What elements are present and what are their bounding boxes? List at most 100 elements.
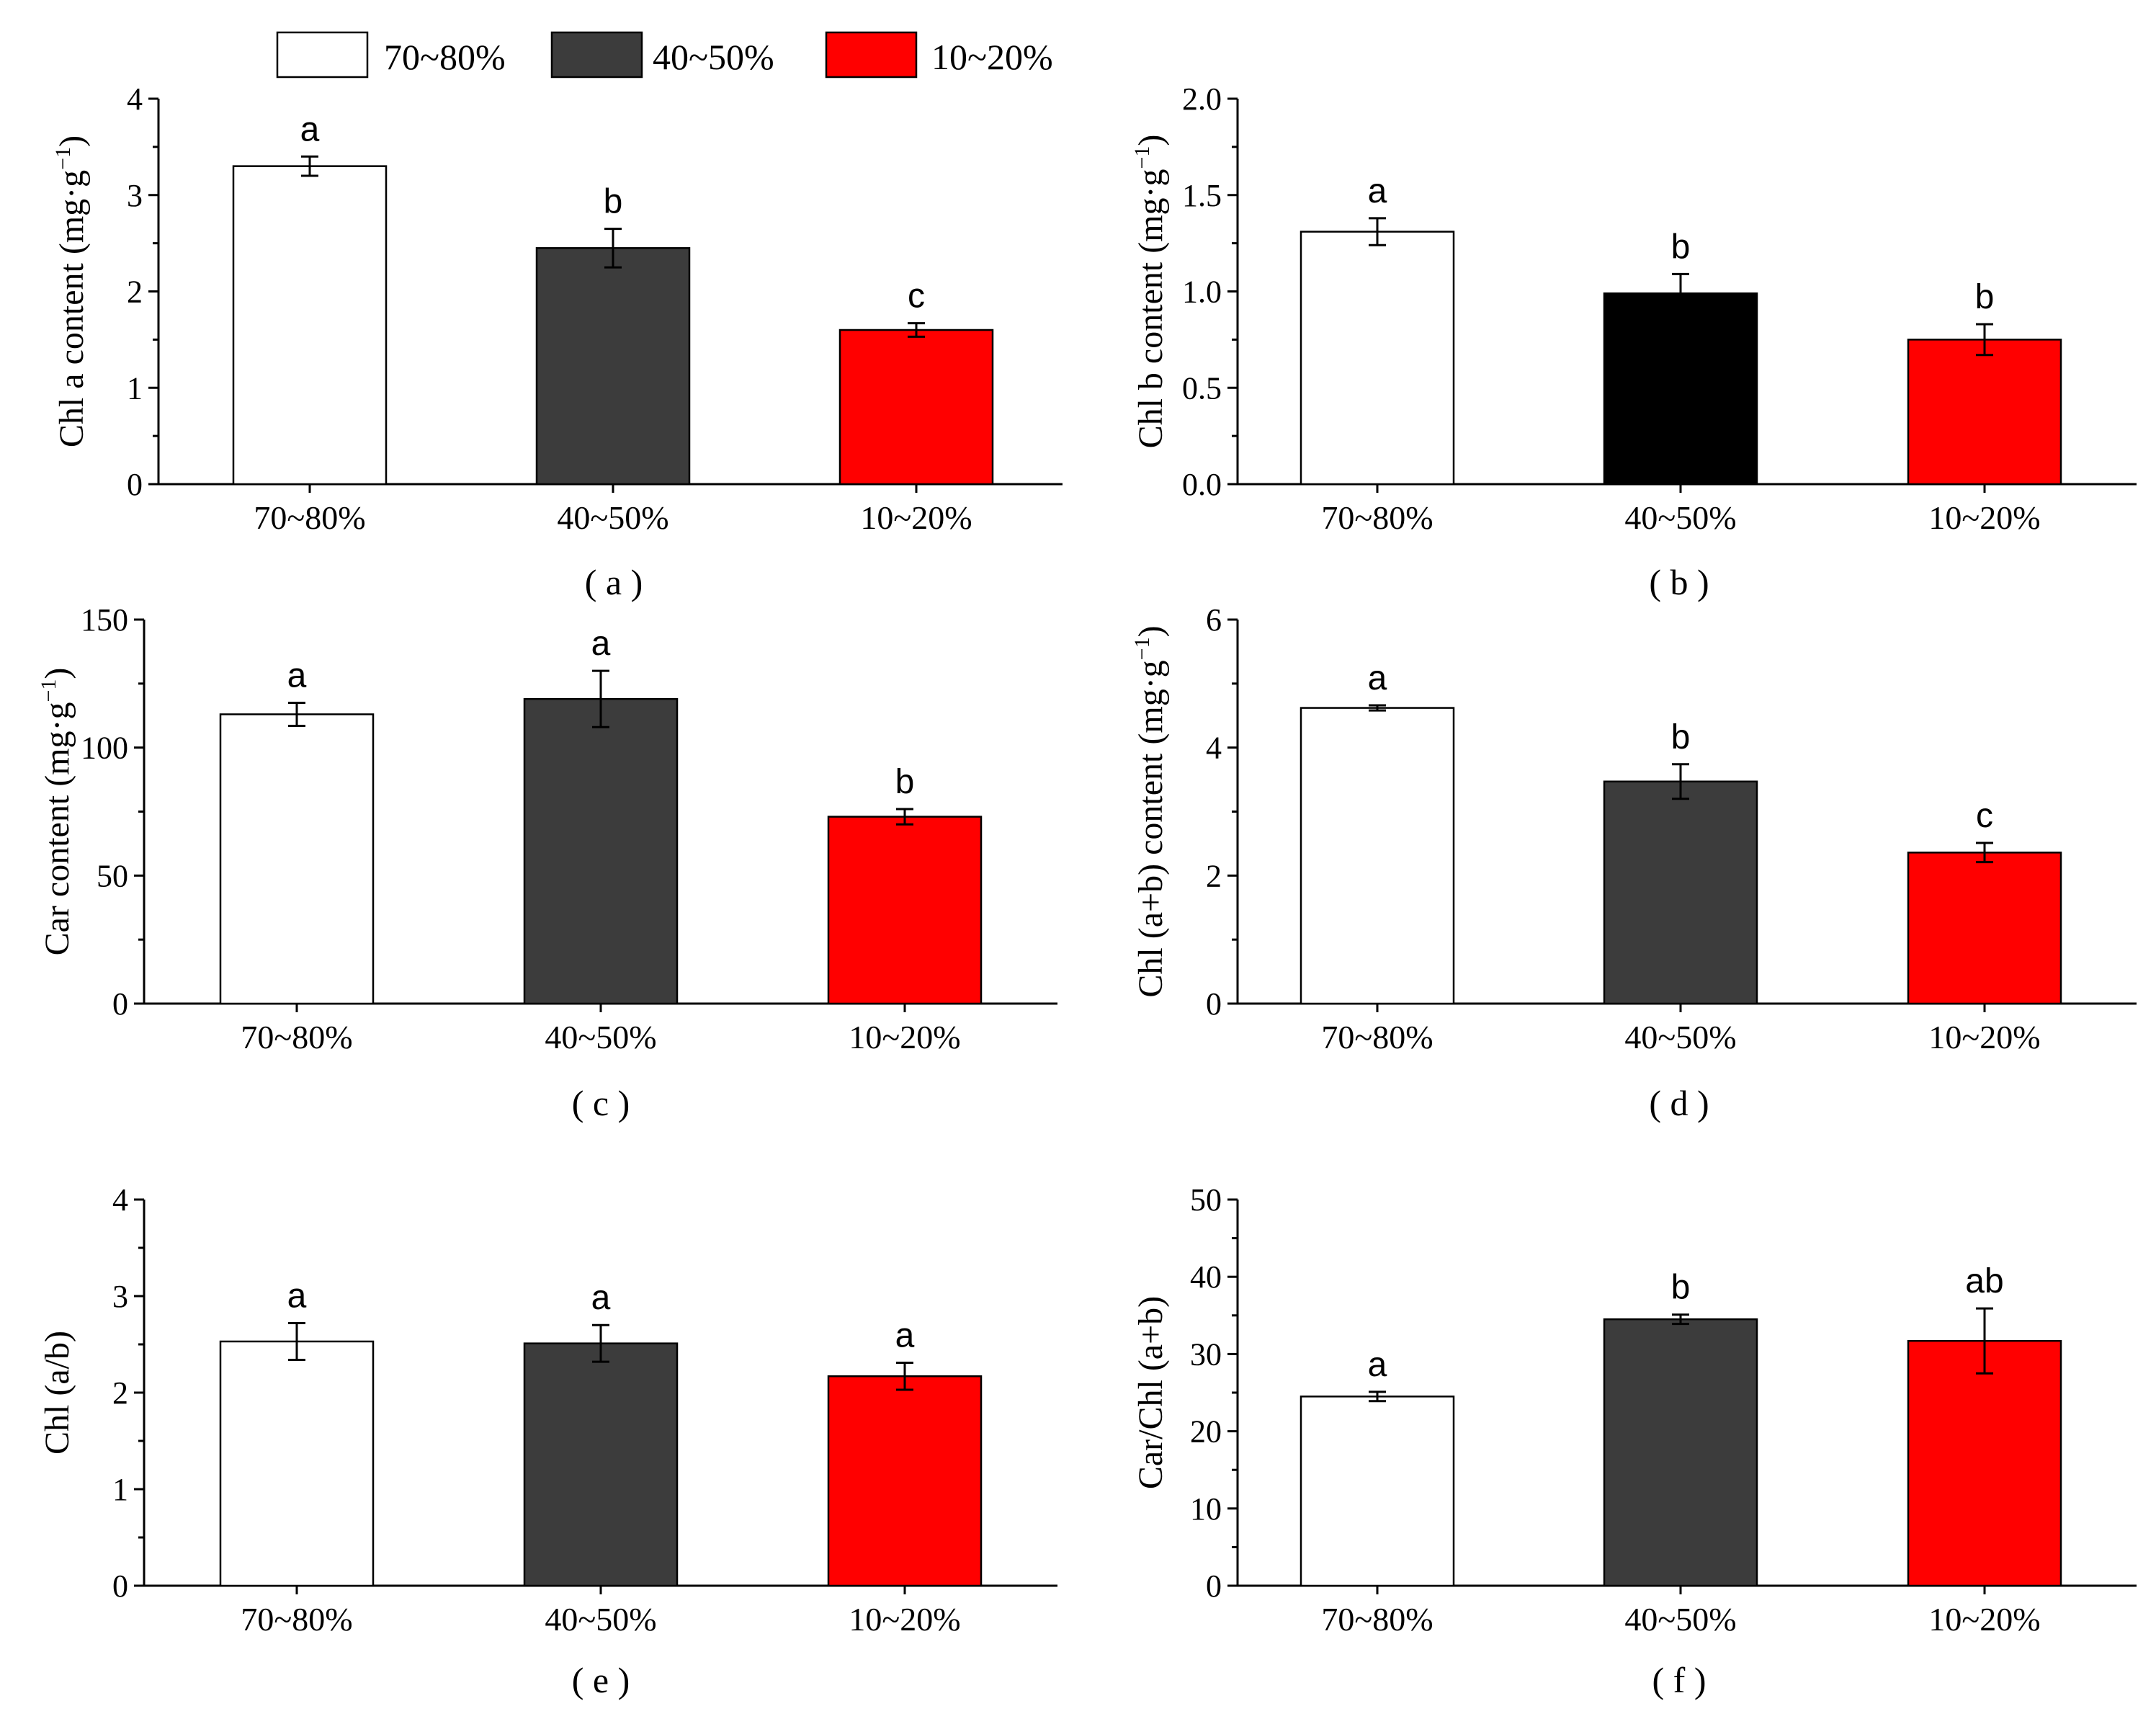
x-tick-label: 70~80% bbox=[241, 1019, 352, 1055]
y-tick-label: 0 bbox=[1206, 1568, 1222, 1604]
significance-letter: b bbox=[1671, 1269, 1691, 1307]
y-tick-label: 0.5 bbox=[1182, 370, 1222, 406]
x-tick-label: 10~20% bbox=[1928, 1019, 2040, 1055]
x-tick-label: 40~50% bbox=[557, 499, 668, 536]
x-tick-label: 70~80% bbox=[1321, 499, 1433, 536]
y-axis-title: Chl (a+b) content (mg·g−1) bbox=[1130, 625, 1170, 997]
y-axis-title-superscript: −1 bbox=[37, 679, 61, 702]
y-axis-title-main: Chl (a+b) content (mg·g bbox=[1132, 660, 1170, 997]
y-tick-label: 1.5 bbox=[1182, 178, 1222, 213]
x-tick-label: 10~20% bbox=[1928, 499, 2040, 536]
significance-letter: c bbox=[1976, 797, 1993, 835]
significance-letter: a bbox=[300, 110, 320, 148]
bar-3 bbox=[827, 816, 983, 1005]
panel-label: ( b ) bbox=[1649, 562, 1709, 602]
y-tick-label: 6 bbox=[1206, 602, 1222, 638]
x-tick-label: 70~80% bbox=[1321, 1601, 1433, 1638]
y-axis-title-superscript: −1 bbox=[1130, 146, 1154, 169]
y-tick-label: 3 bbox=[127, 178, 143, 213]
significance-letter: a bbox=[287, 656, 307, 695]
y-axis-title-close: ) bbox=[1132, 625, 1170, 637]
y-tick-label: 40 bbox=[1190, 1259, 1222, 1295]
bar-3 bbox=[827, 1375, 983, 1587]
panel-6: 0 10 20 30 40 50 a 70~80% b 40~50% ab 10~20% Car/Chl… bbox=[1132, 1182, 2137, 1700]
bar-2 bbox=[523, 697, 679, 1005]
y-tick-label: 100 bbox=[81, 731, 128, 766]
y-tick-label: 30 bbox=[1190, 1336, 1222, 1372]
chart-panels: 0 1 2 3 4 a 70~80% b 40~50% c 10~20% Chl a content … bbox=[37, 81, 2137, 1700]
bar-2 bbox=[1603, 292, 1758, 486]
panel-1: 0 1 2 3 4 a 70~80% b 40~50% c 10~20% Chl a content … bbox=[51, 81, 1063, 602]
bar-1 bbox=[219, 1340, 375, 1587]
y-tick-label: 0 bbox=[1206, 986, 1222, 1022]
y-axis-title-close: ) bbox=[53, 135, 91, 147]
y-tick-label: 2 bbox=[112, 1375, 128, 1411]
x-tick-label: 40~50% bbox=[1624, 1601, 1736, 1638]
y-tick-label: 0 bbox=[112, 986, 128, 1022]
y-tick-label: 1 bbox=[127, 370, 143, 406]
significance-letter: a bbox=[1368, 172, 1387, 210]
y-tick-label: 4 bbox=[127, 81, 143, 117]
bar-3 bbox=[1907, 1339, 2062, 1587]
y-axis-title-close: ) bbox=[1132, 135, 1170, 146]
panel-2: 0.0 0.5 1.0 1.5 2.0 a 70~80% b 40~50% b 10~20% Chl … bbox=[1130, 81, 2137, 602]
bar-2 bbox=[1603, 780, 1758, 1005]
y-tick-label: 50 bbox=[97, 858, 128, 893]
significance-letter: a bbox=[1368, 1346, 1387, 1384]
bar-3 bbox=[1907, 339, 2062, 486]
y-tick-label: 0 bbox=[127, 467, 143, 502]
significance-letter: b bbox=[1671, 228, 1691, 266]
y-tick-label: 0 bbox=[112, 1568, 128, 1604]
significance-letter: a bbox=[895, 1316, 915, 1354]
significance-letter: a bbox=[591, 1279, 611, 1317]
y-axis-title-main: Car content (mg·g bbox=[38, 702, 76, 956]
panel-label: ( e ) bbox=[572, 1660, 630, 1700]
y-axis-title-main: Chl a content (mg·g bbox=[53, 170, 91, 447]
panel-label: ( f ) bbox=[1652, 1660, 1707, 1700]
y-tick-label: 4 bbox=[112, 1182, 128, 1218]
panel-label: ( c ) bbox=[572, 1083, 630, 1123]
significance-letter: a bbox=[591, 625, 611, 663]
significance-letter: a bbox=[287, 1277, 307, 1316]
x-tick-label: 40~50% bbox=[1624, 499, 1736, 536]
panel-4: 0 2 4 6 a 70~80% b 40~50% c 10~20% Chl (a+b) conte… bbox=[1130, 602, 2137, 1123]
x-tick-label: 70~80% bbox=[254, 499, 365, 536]
panel-3: 0 50 100 150 a 70~80% a 40~50% b 10~20% Car conten… bbox=[37, 602, 1057, 1123]
bar-2 bbox=[535, 247, 691, 486]
x-tick-label: 70~80% bbox=[241, 1601, 352, 1638]
y-tick-label: 2 bbox=[1206, 858, 1222, 893]
y-axis-title-close: ) bbox=[38, 668, 76, 679]
bar-3 bbox=[838, 329, 994, 486]
y-tick-label: 150 bbox=[81, 602, 128, 638]
x-tick-label: 70~80% bbox=[1321, 1019, 1433, 1055]
y-axis-title-main: Chl b content (mg·g bbox=[1132, 169, 1170, 448]
y-tick-label: 10 bbox=[1190, 1491, 1222, 1527]
y-axis-title: Car/Chl (a+b) bbox=[1132, 1296, 1170, 1489]
legend-label-2: 40~50% bbox=[653, 37, 774, 77]
legend-label-1: 70~80% bbox=[384, 37, 506, 77]
x-tick-label: 40~50% bbox=[545, 1019, 656, 1055]
y-tick-label: 20 bbox=[1190, 1414, 1222, 1450]
y-tick-label: 50 bbox=[1190, 1182, 1222, 1218]
bar-2 bbox=[1603, 1318, 1758, 1587]
x-tick-label: 10~20% bbox=[1928, 1601, 2040, 1638]
y-axis-title: Car content (mg·g−1) bbox=[37, 668, 76, 956]
bar-1 bbox=[1300, 707, 1455, 1005]
bar-3 bbox=[1907, 852, 2062, 1005]
significance-letter: ab bbox=[1965, 1262, 2003, 1300]
x-tick-label: 10~20% bbox=[849, 1601, 960, 1638]
y-axis-title: Chl b content (mg·g−1) bbox=[1130, 135, 1170, 449]
y-axis-title-superscript: −1 bbox=[51, 147, 75, 170]
legend-swatch-2 bbox=[550, 31, 643, 79]
x-tick-label: 40~50% bbox=[1624, 1019, 1736, 1055]
panel-label: ( a ) bbox=[585, 562, 643, 602]
bar-1 bbox=[219, 713, 375, 1005]
x-tick-label: 10~20% bbox=[860, 499, 972, 536]
y-tick-label: 0.0 bbox=[1182, 467, 1222, 502]
panel-label: ( d ) bbox=[1649, 1083, 1709, 1123]
legend-swatch-1 bbox=[276, 31, 369, 79]
y-tick-label: 2 bbox=[127, 274, 143, 310]
bar-1 bbox=[232, 165, 388, 486]
x-tick-label: 10~20% bbox=[849, 1019, 960, 1055]
